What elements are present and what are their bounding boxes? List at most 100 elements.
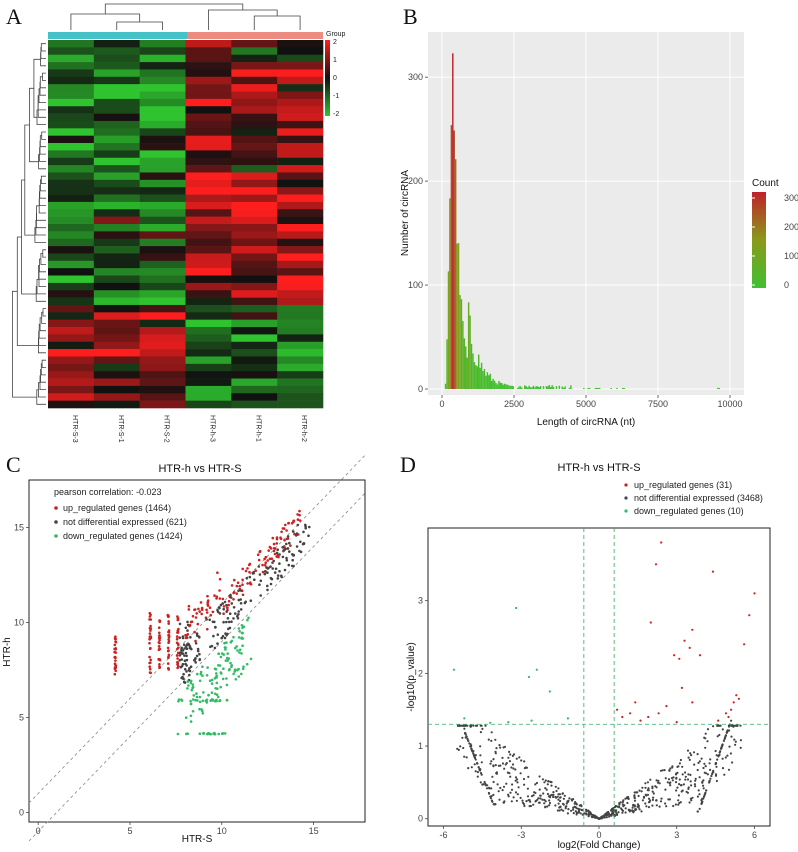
notdiff-point (543, 798, 546, 802)
up-point (148, 638, 151, 641)
notdiff-point (527, 775, 530, 779)
down-point (214, 668, 218, 671)
notdiff-point (469, 745, 472, 748)
down-point (238, 630, 241, 633)
notdiff-point (708, 762, 711, 765)
notdiff-point (637, 804, 641, 808)
notdiff-point (227, 620, 231, 624)
notdiff-point (709, 768, 712, 772)
histogram-bar (616, 387, 618, 389)
down-point (204, 699, 208, 703)
up-point (235, 592, 238, 595)
heatmap-cell (48, 209, 95, 217)
notdiff-point (185, 654, 188, 658)
notdiff-point (251, 572, 255, 575)
notdiff-point (270, 577, 274, 581)
heatmap-cell (185, 260, 232, 269)
notdiff-point (739, 739, 743, 742)
notdiff-point (228, 612, 232, 615)
notdiff-point (285, 558, 289, 562)
notdiff-point (700, 757, 703, 760)
notdiff-point (652, 796, 655, 799)
notdiff-point (291, 558, 295, 562)
notdiff-point (647, 806, 651, 809)
notdiff-point (188, 667, 191, 670)
up-point (654, 563, 658, 566)
notdiff-point (702, 766, 705, 770)
notdiff-point (635, 808, 638, 811)
up-point (213, 594, 216, 597)
up-point (293, 532, 296, 536)
count-legend-ticks: 300 200 100 0 (752, 193, 798, 290)
heatmap-cell (185, 106, 232, 114)
notdiff-point (672, 776, 675, 779)
up-point (298, 509, 301, 513)
down-point (241, 637, 245, 640)
down-point (189, 679, 193, 683)
notdiff-point (299, 550, 303, 554)
histogram-bar (547, 386, 549, 389)
heatmap-cell (277, 143, 324, 151)
notdiff-point (229, 596, 233, 599)
up-point (263, 563, 267, 567)
heatmap-cell (277, 113, 324, 122)
notdiff-point (651, 785, 654, 788)
notdiff-point (220, 636, 223, 640)
up-point (114, 659, 117, 662)
notdiff-point (548, 804, 551, 807)
up-point (149, 658, 152, 662)
heatmap-cell (185, 201, 232, 210)
up-point (241, 567, 244, 571)
notdiff-point (516, 781, 519, 784)
notdiff-point (258, 583, 261, 586)
up-point (166, 646, 170, 650)
down-point (214, 687, 217, 690)
notdiff-point (693, 783, 697, 786)
up-point (698, 654, 702, 657)
heatmap-cell (231, 312, 278, 320)
notdiff-point (638, 808, 641, 811)
notdiff-point (223, 636, 227, 640)
count-legend-tick-label: 0 (784, 280, 789, 290)
notdiff-point (675, 772, 678, 775)
notdiff-point (550, 781, 553, 784)
scatter-y-label: HTR-h (2, 637, 13, 666)
notdiff-point (739, 746, 742, 749)
up-point (195, 612, 198, 615)
heatmap-cell (231, 76, 278, 85)
heatmap-cell (185, 216, 232, 225)
heatmap-cell (277, 120, 324, 129)
notdiff-point (686, 778, 690, 781)
up-point (167, 633, 170, 637)
notdiff-point (644, 802, 647, 805)
histogram-y-tick-label: 200 (408, 176, 423, 186)
up-point (176, 647, 179, 651)
heatmap-cell (48, 40, 95, 48)
notdiff-point (283, 568, 287, 572)
up-point (194, 639, 197, 643)
volcano-x-tick-label: -3 (517, 830, 525, 840)
volcano-x-tick-label: -6 (440, 830, 448, 840)
histogram-bar (548, 385, 550, 389)
notdiff-point (733, 738, 736, 741)
heatmap-cell (93, 246, 140, 254)
heatmap-cell (48, 172, 95, 181)
notdiff-point (237, 613, 240, 616)
notdiff-point (638, 789, 641, 792)
notdiff-point (272, 559, 276, 563)
heatmap-cell (231, 334, 278, 343)
up-point (244, 569, 248, 573)
panel-d-label: D (400, 452, 416, 477)
down-point (515, 606, 518, 610)
notdiff-point (263, 572, 267, 576)
heatmap-cell (139, 393, 186, 401)
up-point (238, 584, 242, 588)
down-point (230, 664, 233, 667)
down-point (186, 732, 189, 735)
notdiff-point (706, 728, 710, 731)
up-point (175, 641, 179, 645)
heatmap-cell (139, 47, 186, 56)
heatmap-cell (139, 128, 186, 136)
notdiff-point (646, 793, 650, 796)
heatmap-cell (277, 201, 324, 210)
